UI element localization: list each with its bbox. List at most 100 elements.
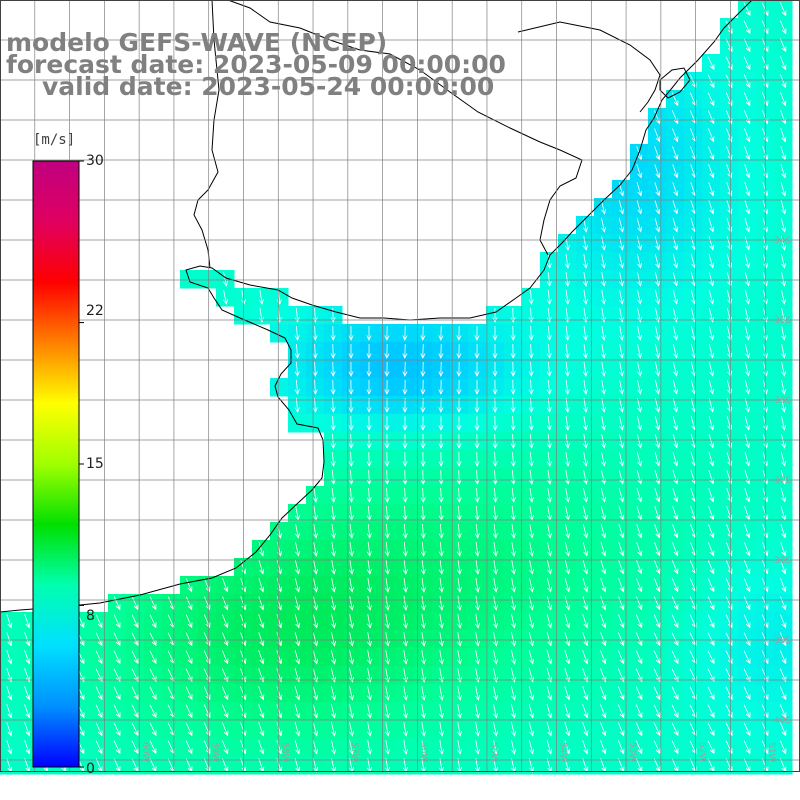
wind-arrow [672, 452, 679, 467]
wind-arrow [149, 614, 157, 629]
wind-arrow [95, 722, 103, 737]
wind-arrow [707, 578, 715, 593]
wind-arrow [474, 361, 480, 377]
wind-arrow [221, 704, 229, 719]
wind-arrow [744, 290, 751, 305]
wind-arrow [528, 668, 535, 683]
wind-arrow [619, 308, 624, 323]
wind-arrow [744, 560, 751, 575]
wind-arrow [546, 686, 553, 701]
longitude-label: 54W [558, 742, 568, 762]
wind-arrow [438, 740, 444, 755]
wind-arrow [725, 668, 733, 683]
wind-arrow [402, 433, 408, 449]
wind-arrow [744, 254, 751, 269]
wind-arrow [618, 470, 625, 485]
wind-arrow [564, 452, 570, 467]
wind-arrow [131, 704, 139, 719]
wind-arrow [654, 434, 661, 449]
wind-arrow [438, 487, 444, 503]
wind-arrow [781, 416, 787, 431]
wind-arrow [420, 740, 426, 755]
wind-arrow [402, 704, 408, 719]
wind-arrow [294, 614, 301, 629]
wind-arrow [618, 542, 625, 557]
wind-arrow [528, 289, 534, 305]
wind-arrow [366, 469, 372, 485]
wind-arrow [564, 416, 570, 431]
wind-arrow [564, 650, 571, 665]
wind-arrow [511, 578, 516, 593]
wind-arrow [511, 722, 517, 737]
wind-arrow [438, 523, 444, 539]
wind-arrow [779, 38, 787, 53]
wind-arrow [564, 614, 571, 629]
wind-arrow [475, 632, 480, 647]
wind-arrow [366, 560, 372, 575]
wind-arrow [528, 740, 535, 755]
wind-arrow [618, 560, 625, 575]
wind-arrow [672, 164, 679, 179]
wind-arrow [743, 38, 751, 53]
wind-arrow [385, 686, 390, 701]
wind-arrow [510, 704, 517, 719]
wind-arrow [330, 650, 337, 665]
wind-arrow [653, 614, 661, 629]
wind-arrow [492, 578, 498, 593]
wind-arrow [294, 704, 301, 719]
wind-arrow [708, 506, 715, 521]
latitude-label: 38S [774, 556, 791, 566]
wind-arrow [708, 128, 715, 143]
wind-arrow [348, 487, 354, 503]
wind-arrow [636, 452, 643, 467]
wind-arrow [258, 704, 265, 719]
wind-arrow [24, 686, 31, 701]
wind-arrow [671, 632, 679, 647]
wind-arrow [313, 560, 319, 575]
wind-arrow [780, 128, 787, 143]
wind-arrow [348, 578, 354, 593]
wind-arrow [493, 686, 499, 701]
wind-arrow [708, 308, 715, 323]
wind-arrow [654, 254, 661, 269]
wind-arrow [493, 704, 499, 719]
wind-arrow [636, 236, 643, 251]
wind-arrow [113, 722, 121, 737]
wind-arrow [743, 74, 751, 89]
wind-arrow [312, 488, 318, 503]
wind-arrow [707, 686, 715, 701]
wind-arrow [636, 434, 643, 449]
wind-arrow [583, 488, 589, 503]
wind-arrow [780, 146, 787, 161]
wind-arrow [635, 668, 643, 683]
wind-arrow [671, 650, 679, 665]
wind-arrow [546, 452, 552, 467]
wind-arrow [708, 146, 715, 161]
wind-arrow [653, 596, 661, 611]
wind-arrow [113, 740, 121, 755]
wind-arrow [149, 740, 157, 755]
wind-arrow [312, 343, 318, 359]
wind-arrow [619, 434, 625, 449]
wind-arrow [582, 596, 589, 611]
wind-arrow [655, 308, 661, 323]
wind-arrow [671, 740, 679, 755]
wind-arrow [456, 361, 462, 377]
wind-arrow [744, 272, 751, 287]
wind-arrow [330, 379, 336, 395]
wind-arrow [779, 740, 787, 755]
wind-arrow [510, 487, 516, 503]
wind-arrow [384, 487, 390, 503]
wind-arrow [366, 542, 372, 557]
wind-arrow [671, 686, 679, 701]
wind-cell [198, 270, 217, 289]
wind-arrow [744, 434, 751, 449]
wind-arrow [743, 686, 751, 701]
wind-arrow [492, 415, 498, 431]
wind-arrow [564, 596, 571, 611]
axis-labels: 61W60W59W58W57W56W55W54W53W52W51W34S35S3… [71, 236, 792, 762]
wind-arrow [528, 325, 534, 341]
wind-arrow [779, 686, 787, 701]
wind-arrow [475, 650, 480, 665]
wind-arrow [780, 542, 787, 557]
